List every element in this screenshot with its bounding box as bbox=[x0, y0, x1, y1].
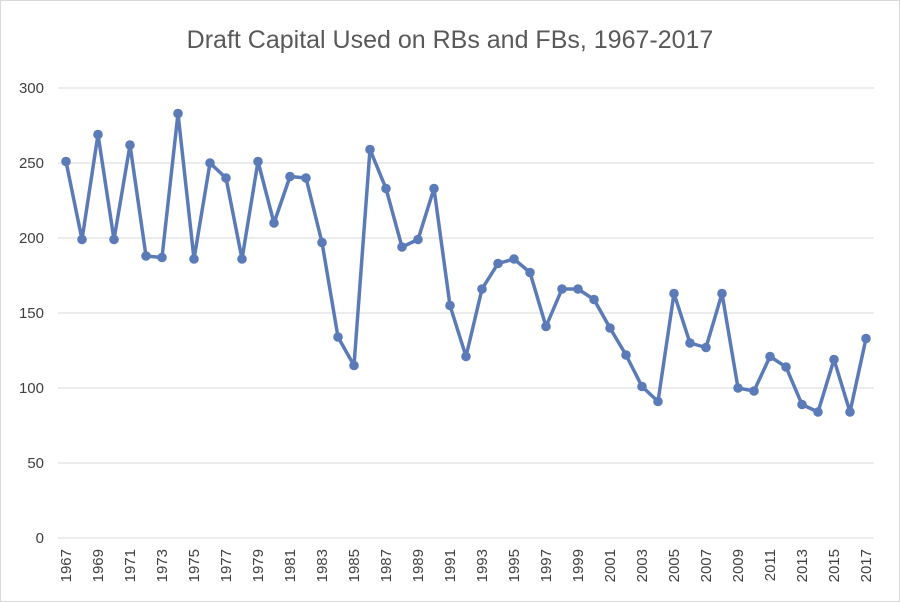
data-point bbox=[797, 399, 807, 410]
x-tick-label: 1981 bbox=[282, 549, 299, 582]
x-tick-label: 2015 bbox=[826, 549, 843, 582]
data-point bbox=[381, 183, 391, 194]
x-tick-label: 1997 bbox=[538, 549, 555, 582]
x-tick-label: 1973 bbox=[154, 549, 171, 582]
y-tick-label: 50 bbox=[27, 455, 44, 472]
data-point bbox=[685, 338, 695, 348]
data-point bbox=[285, 171, 295, 182]
data-point bbox=[429, 183, 439, 194]
data-point bbox=[205, 158, 215, 168]
x-tick-label: 1983 bbox=[314, 549, 331, 582]
chart-title: Draft Capital Used on RBs and FBs, 1967-… bbox=[187, 26, 714, 54]
data-point bbox=[765, 351, 775, 362]
data-point bbox=[77, 234, 87, 245]
data-point bbox=[589, 294, 599, 305]
x-tick-label: 1999 bbox=[570, 549, 587, 582]
x-tick-label: 1995 bbox=[506, 549, 523, 582]
data-point bbox=[525, 267, 535, 278]
y-tick-label: 150 bbox=[19, 305, 44, 322]
data-point bbox=[61, 156, 71, 167]
x-tick-label: 2005 bbox=[666, 549, 683, 582]
data-point bbox=[365, 144, 375, 155]
data-point bbox=[109, 234, 119, 245]
data-point bbox=[189, 254, 199, 264]
y-tick-label: 100 bbox=[19, 380, 44, 397]
gridlines bbox=[58, 87, 874, 539]
data-point bbox=[653, 396, 663, 407]
data-point bbox=[461, 351, 471, 362]
x-tick-label: 1969 bbox=[90, 549, 107, 582]
data-points bbox=[61, 108, 871, 417]
data-point bbox=[349, 360, 359, 371]
x-tick-label: 1987 bbox=[378, 549, 395, 582]
data-point bbox=[157, 252, 167, 263]
data-point bbox=[93, 129, 103, 140]
data-point bbox=[637, 381, 647, 392]
data-point bbox=[509, 254, 519, 264]
data-point bbox=[253, 156, 263, 167]
data-point bbox=[237, 254, 247, 264]
data-point bbox=[605, 323, 615, 333]
x-tick-label: 1991 bbox=[442, 549, 459, 582]
x-tick-label: 2017 bbox=[858, 549, 875, 582]
x-tick-label: 1993 bbox=[474, 549, 491, 582]
y-tick-label: 200 bbox=[19, 230, 44, 247]
data-point bbox=[445, 300, 455, 311]
data-point bbox=[333, 332, 343, 342]
data-point bbox=[573, 284, 583, 294]
data-point bbox=[861, 333, 871, 344]
data-point bbox=[269, 218, 279, 228]
data-point bbox=[493, 258, 503, 269]
x-tick-label: 2009 bbox=[730, 549, 747, 582]
y-tick-label: 300 bbox=[19, 80, 44, 97]
data-point bbox=[221, 173, 231, 183]
x-tick-label: 1979 bbox=[250, 549, 267, 582]
data-point bbox=[557, 284, 567, 294]
x-tick-label: 1967 bbox=[58, 549, 75, 582]
x-tick-label: 1971 bbox=[122, 549, 139, 582]
data-point bbox=[413, 234, 423, 245]
x-axis-tick-labels: 1967 1969 1971 1973 1975 1977 1979 1981 1983 1985… bbox=[58, 549, 875, 582]
series-line-group bbox=[64, 111, 868, 414]
x-tick-label: 2003 bbox=[634, 549, 651, 582]
data-point bbox=[621, 350, 631, 360]
data-point bbox=[813, 407, 823, 417]
x-tick-label: 2001 bbox=[602, 549, 619, 582]
data-point bbox=[141, 251, 151, 261]
data-point bbox=[733, 383, 743, 393]
x-tick-label: 1975 bbox=[186, 549, 203, 582]
series-line bbox=[64, 111, 868, 414]
data-point bbox=[701, 342, 711, 353]
data-point bbox=[845, 407, 855, 417]
x-tick-label: 1989 bbox=[410, 549, 427, 582]
data-point bbox=[125, 140, 135, 150]
x-tick-label: 2013 bbox=[794, 549, 811, 582]
data-point bbox=[541, 321, 551, 332]
data-point bbox=[317, 237, 327, 248]
data-point bbox=[781, 362, 791, 372]
y-tick-label: 0 bbox=[36, 530, 44, 547]
x-tick-label: 2011 bbox=[762, 549, 779, 581]
data-point bbox=[717, 288, 727, 299]
x-tick-label: 1977 bbox=[218, 549, 235, 582]
y-tick-label: 250 bbox=[19, 155, 44, 172]
y-axis-tick-labels: 0 50 100 150 200 250 300 bbox=[19, 80, 44, 547]
data-point bbox=[173, 108, 183, 119]
data-point bbox=[397, 242, 407, 252]
x-tick-label: 1985 bbox=[346, 549, 363, 582]
data-point bbox=[669, 288, 679, 299]
data-point bbox=[749, 386, 759, 396]
data-point bbox=[829, 354, 839, 365]
x-tick-label: 2007 bbox=[698, 549, 715, 582]
data-point bbox=[477, 284, 487, 294]
data-point bbox=[301, 173, 311, 183]
